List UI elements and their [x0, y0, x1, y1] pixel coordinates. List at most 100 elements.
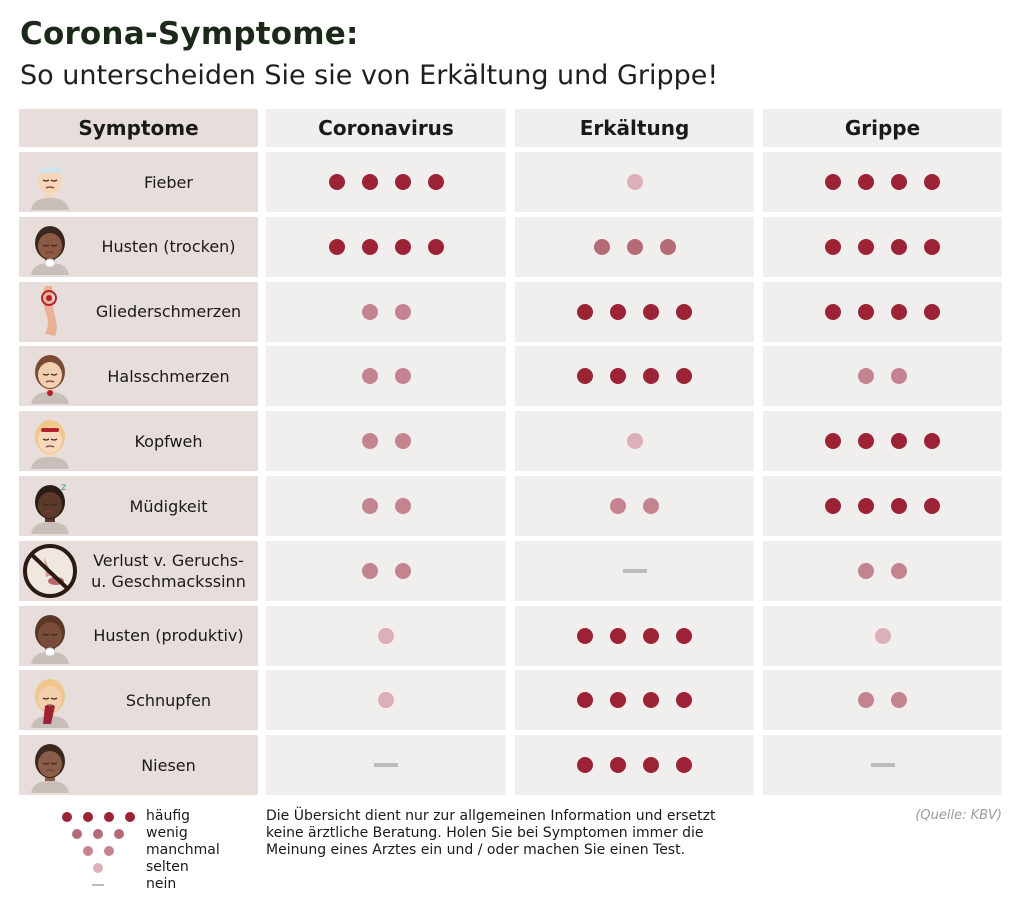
- value-cell-grippe: [763, 605, 1002, 666]
- frequency-dot: [361, 174, 378, 190]
- symptom-cell: Verlust v. Geruchs- u. Geschmackssinn: [19, 540, 258, 601]
- value-cell-coronavirus: [266, 670, 506, 731]
- legend-dot: [114, 829, 124, 839]
- frequency-dot: [361, 562, 378, 579]
- symptom-label: Verlust v. Geruchs- u. Geschmackssinn: [91, 550, 246, 591]
- frequency-indicator: [763, 282, 1002, 342]
- symptom-label: Husten (trocken): [101, 237, 236, 257]
- frequency-dot: [610, 627, 626, 644]
- symptom-cell: Husten (produktiv): [19, 605, 258, 666]
- frequency-dot: [593, 238, 610, 255]
- legend-dot: [83, 846, 93, 856]
- frequency-indicator: [515, 735, 754, 795]
- frequency-indicator: [266, 606, 506, 666]
- frequency-dot: [328, 238, 345, 255]
- frequency-dot: [427, 174, 444, 190]
- frequency-indicator: [515, 606, 754, 666]
- frequency-dot: [858, 368, 874, 385]
- header-grippe: Grippe: [763, 109, 1002, 147]
- legend-dot: [93, 829, 103, 839]
- frequency-indicator: [763, 217, 1002, 277]
- frequency-dot: [858, 498, 874, 514]
- frequency-dot: [924, 498, 940, 514]
- frequency-dot: [924, 433, 940, 450]
- value-cell-erkaeltung: [515, 540, 754, 601]
- symptom-row: Verlust v. Geruchs- u. Geschmackssinn: [0, 540, 1024, 601]
- value-cell-coronavirus: [266, 152, 506, 212]
- legend-dot: [83, 812, 93, 822]
- frequency-dot: [361, 433, 378, 450]
- symptom-row: Husten (produktiv): [0, 605, 1024, 666]
- frequency-indicator: [266, 217, 506, 277]
- frequency-dot: [394, 303, 411, 320]
- frequency-dot: [577, 303, 593, 320]
- symptom-label: Niesen: [141, 755, 196, 775]
- frequency-dot: [643, 303, 659, 320]
- frequency-indicator: [763, 346, 1002, 406]
- frequency-indicator: [763, 152, 1002, 212]
- frequency-dash-nein: [622, 568, 647, 573]
- frequency-dot: [891, 498, 907, 514]
- fever-face-icon: [25, 154, 75, 210]
- source-label: (Quelle: KBV): [915, 808, 1002, 823]
- symptom-label: Müdigkeit: [129, 496, 208, 516]
- legend-label-nein: nein: [146, 876, 177, 892]
- symptom-cell: Gliederschmerzen: [19, 281, 258, 342]
- symptom-row: Schnupfen: [0, 670, 1024, 731]
- svg-text:z: z: [61, 482, 66, 493]
- tired-face-icon: z: [25, 478, 75, 534]
- sneezing-face-icon: [25, 737, 75, 794]
- value-cell-erkaeltung: [515, 670, 754, 731]
- frequency-dot: [394, 238, 411, 255]
- legend-dot: [93, 863, 103, 873]
- frequency-dash-nein: [870, 763, 895, 768]
- frequency-dot: [361, 303, 378, 320]
- frequency-dot: [676, 368, 692, 385]
- frequency-dot: [643, 627, 659, 644]
- sore-throat-face-icon: [25, 348, 75, 405]
- value-cell-grippe: [763, 281, 1002, 342]
- value-cell-erkaeltung: [515, 346, 754, 407]
- value-cell-erkaeltung: [515, 476, 754, 536]
- value-cell-grippe: [763, 411, 1002, 472]
- frequency-dot: [394, 368, 411, 385]
- frequency-dot: [891, 368, 907, 385]
- frequency-dot: [891, 303, 907, 320]
- frequency-dot: [858, 433, 874, 450]
- legend-dot: [72, 829, 82, 839]
- legend-dash: [92, 884, 104, 886]
- headache-face-icon: [25, 413, 75, 470]
- frequency-dot: [858, 692, 874, 709]
- legend-label-selten: selten: [146, 859, 189, 875]
- frequency-dot: [858, 303, 874, 320]
- frequency-indicator: [515, 476, 754, 536]
- frequency-indicator: [515, 541, 754, 601]
- frequency-dash-nein: [374, 763, 398, 768]
- symptom-row: Fieber: [0, 152, 1024, 212]
- symptom-label: Gliederschmerzen: [95, 302, 242, 322]
- frequency-dot: [610, 757, 626, 774]
- frequency-dot: [643, 368, 659, 385]
- value-cell-coronavirus: [266, 476, 506, 536]
- frequency-dot: [394, 174, 411, 190]
- chart-title: Corona-Symptome:: [20, 16, 359, 52]
- frequency-dot: [427, 238, 444, 255]
- frequency-dot: [676, 757, 692, 774]
- frequency-dot: [577, 757, 593, 774]
- value-cell-coronavirus: [266, 540, 506, 601]
- no-smell-taste-icon: [23, 543, 77, 599]
- symptom-label: Schnupfen: [125, 690, 212, 710]
- frequency-dot: [924, 238, 940, 255]
- header-symptome: Symptome: [19, 109, 258, 147]
- frequency-dot: [577, 368, 593, 385]
- aching-leg-icon: [25, 284, 75, 340]
- frequency-dot: [394, 498, 411, 514]
- frequency-dot: [626, 433, 643, 450]
- frequency-indicator: [515, 282, 754, 342]
- frequency-dot: [610, 498, 626, 514]
- frequency-dot: [394, 562, 411, 579]
- value-cell-erkaeltung: [515, 411, 754, 472]
- frequency-indicator: [763, 411, 1002, 471]
- frequency-indicator: [266, 670, 506, 730]
- frequency-dot: [378, 627, 394, 644]
